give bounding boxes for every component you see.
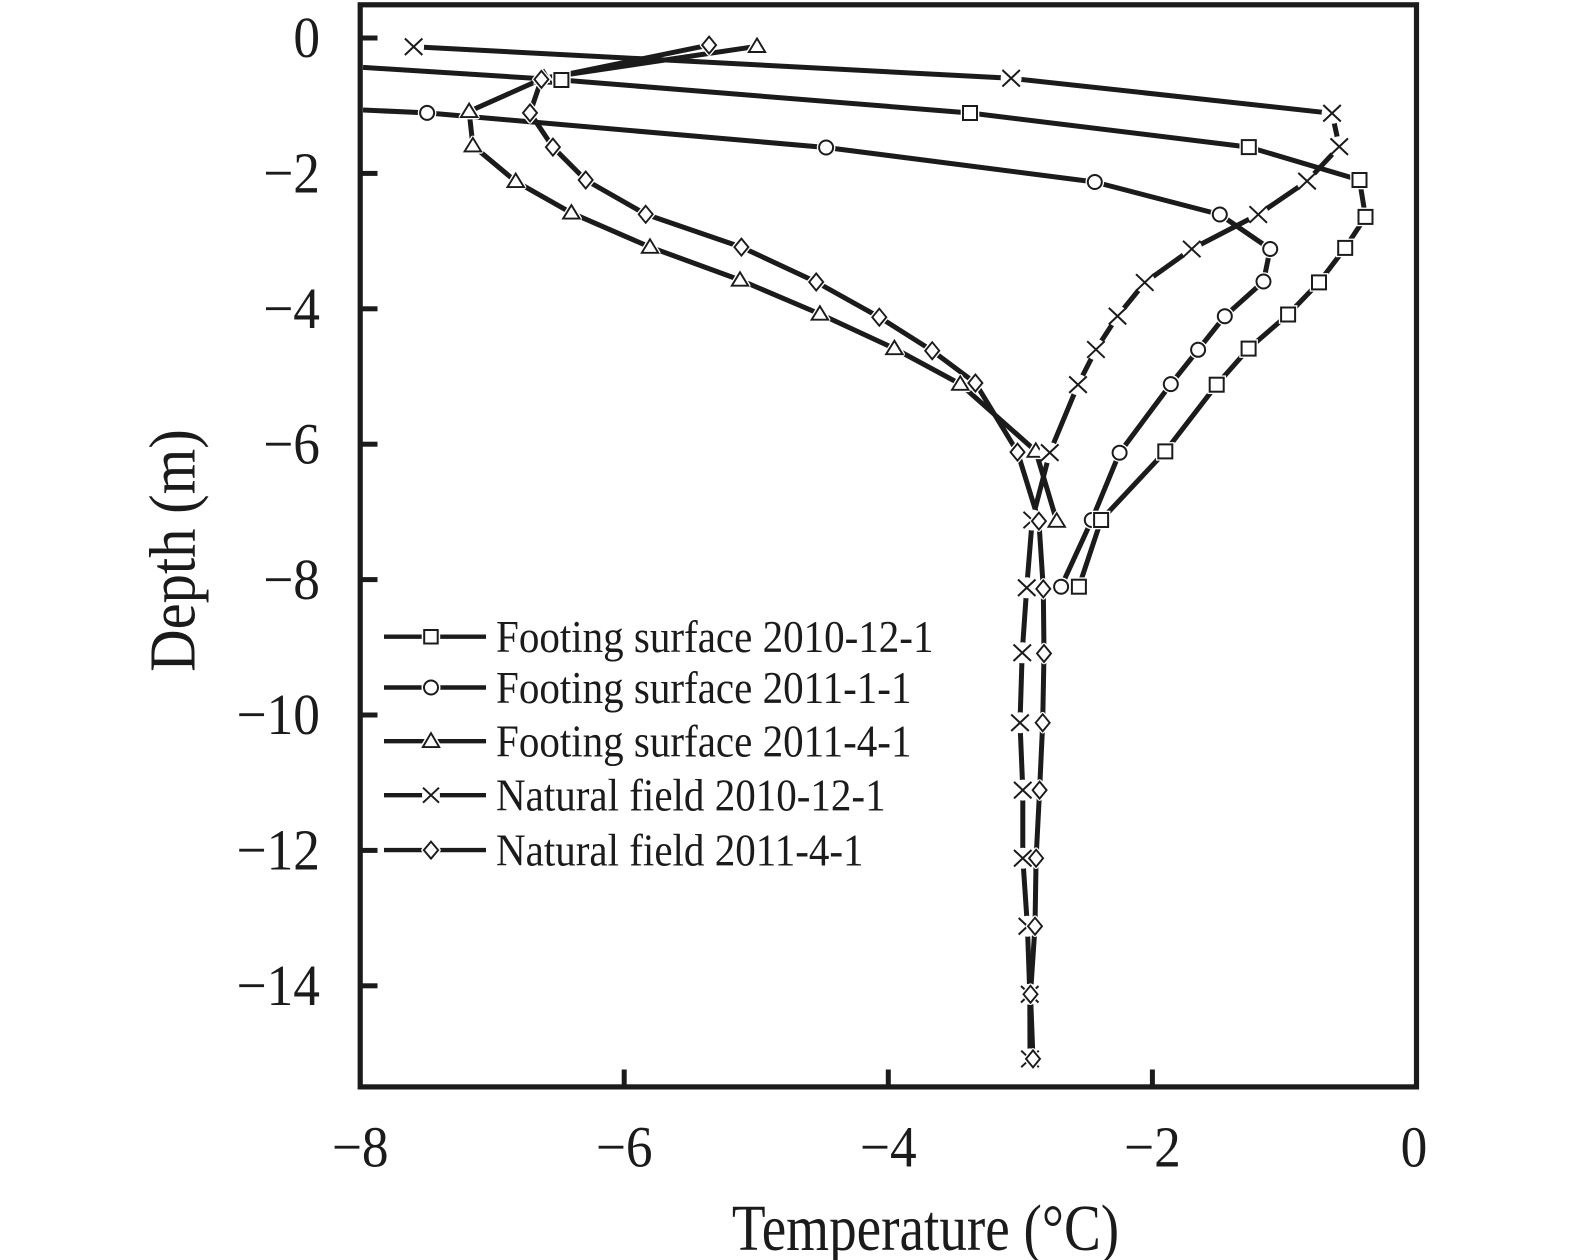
svg-text:Temperature (°C): Temperature (°C)	[732, 1192, 1119, 1260]
svg-text:−2: −2	[263, 142, 320, 207]
svg-text:Depth (m): Depth (m)	[136, 429, 209, 671]
svg-text:−8: −8	[332, 1116, 389, 1181]
svg-text:Natural field 2011-4-1: Natural field 2011-4-1	[496, 827, 864, 876]
svg-text:−10: −10	[237, 683, 320, 748]
svg-text:−14: −14	[237, 954, 320, 1019]
svg-text:−6: −6	[596, 1116, 653, 1181]
svg-text:Natural field 2010-12-1: Natural field 2010-12-1	[496, 772, 886, 821]
svg-text:−4: −4	[263, 277, 320, 342]
svg-text:Footing surface 2010-12-1: Footing surface 2010-12-1	[496, 614, 933, 663]
svg-text:Footing surface 2011-1-1: Footing surface 2011-1-1	[496, 664, 911, 713]
svg-text:−8: −8	[263, 548, 320, 613]
svg-text:−2: −2	[1124, 1116, 1181, 1181]
svg-text:Footing surface 2011-4-1: Footing surface 2011-4-1	[496, 718, 911, 767]
svg-text:−4: −4	[860, 1116, 917, 1181]
svg-text:0: 0	[1401, 1116, 1428, 1181]
svg-text:−6: −6	[263, 412, 320, 477]
svg-text:0: 0	[293, 6, 320, 71]
svg-text:−12: −12	[237, 819, 320, 884]
